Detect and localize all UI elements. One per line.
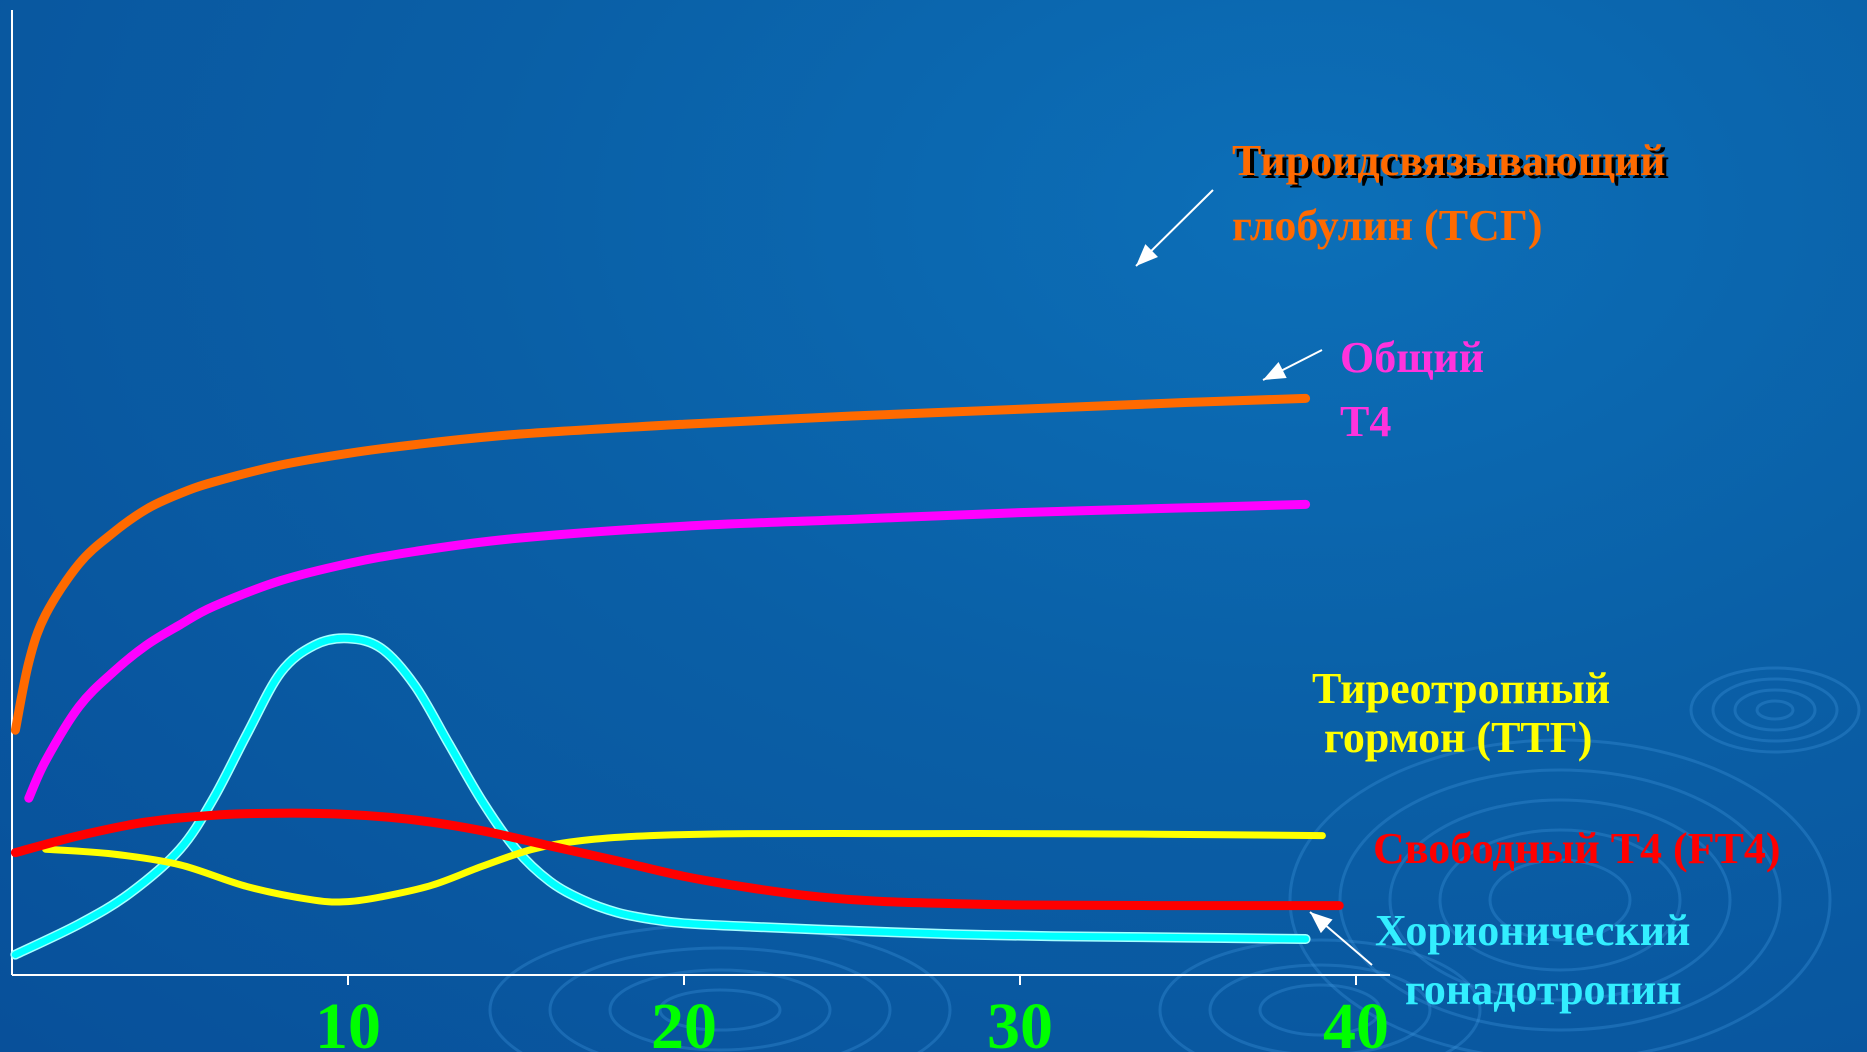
tsg-label-shadow: Тироидсвязывающий: [1236, 139, 1669, 188]
ripple-ring: [1158, 938, 1482, 1052]
hcg-label-line: гонадотропин: [1405, 965, 1682, 1014]
ripple-decoration: [488, 666, 1861, 1052]
total-t4-label-line: Т4: [1340, 397, 1391, 446]
ripple-ring: [548, 946, 892, 1052]
hcg-series-line: [11, 634, 1310, 959]
ripple-ring: [1733, 688, 1817, 732]
axes: [11, 10, 1390, 985]
tsg-label-line: глобулин (ТСГ): [1232, 201, 1542, 250]
series-layer: [10, 393, 1344, 960]
x-tick-label: 20: [651, 990, 717, 1052]
tsh-series-line: [42, 829, 1326, 906]
ripple-ring: [1388, 798, 1732, 1002]
tsh-label-line: Тиреотропный: [1312, 664, 1610, 713]
total-t4-label-arrow: [1262, 349, 1323, 381]
label-arrows: [1135, 189, 1373, 966]
hcg-label-arrow: [1309, 911, 1373, 966]
tsh-label-line: гормон (ТТГ): [1324, 713, 1592, 762]
x-tick-label: 10: [315, 990, 381, 1052]
x-tick-label: 40: [1323, 990, 1389, 1052]
ripple-ring: [1689, 666, 1861, 754]
x-tick-label: 30: [987, 990, 1053, 1052]
tsg-label-arrow: [1135, 189, 1214, 267]
ft4-label-line: Свободный Т4 (FT4): [1373, 824, 1781, 873]
total-t4-series-line: [24, 499, 1311, 803]
ripple-ring: [658, 988, 782, 1032]
ripple-ring: [1338, 768, 1782, 1032]
ripple-ring: [1755, 699, 1795, 721]
total-t4-label-line: Общий: [1340, 333, 1484, 382]
tsg-label-line: Тироидсвязывающий: [1232, 136, 1665, 185]
ripple-ring: [1711, 677, 1839, 743]
ripple-ring: [608, 968, 832, 1052]
ripple-ring: [1438, 828, 1682, 972]
ft4-series-line: [10, 808, 1344, 911]
x-tick-labels: 10 20 30 40: [315, 990, 1389, 1052]
hcg-label-line: Хорионический: [1375, 906, 1690, 955]
ripple-ring: [1288, 738, 1832, 1052]
ripple-ring: [1208, 963, 1432, 1052]
tsg-series-line: [10, 393, 1311, 735]
ripple-ring: [1488, 858, 1632, 942]
ripple-ring: [1258, 983, 1382, 1037]
